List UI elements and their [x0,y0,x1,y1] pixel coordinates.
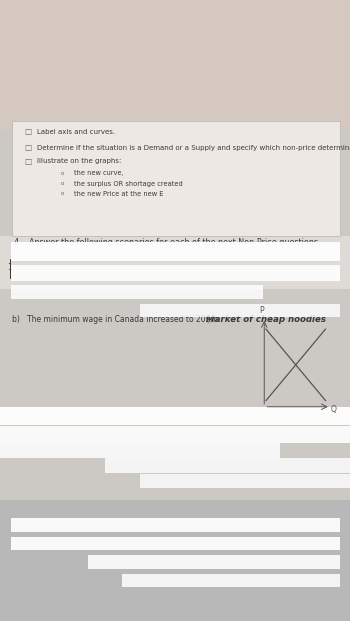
Bar [10,285,262,299]
Text: the new curve,: the new curve, [74,170,123,176]
Bar [10,242,340,261]
Text: Q: Q [330,405,336,414]
Text: o: o [61,181,65,186]
Text: b)   The minimum wage in Canada increased to 20$/h.: b) The minimum wage in Canada increased … [12,315,220,324]
Text: 4.   Answer the following scenarios for each of the next Non-Price questions: 4. Answer the following scenarios for ea… [14,238,318,247]
Bar [0,426,350,443]
Bar [105,458,350,473]
Text: Market of cheap noodles: Market of cheap noodles [206,315,326,324]
Bar [140,304,340,317]
Bar [10,518,340,532]
Bar [0,0,350,130]
Bar [122,574,340,587]
Text: 1: 1 [7,263,12,271]
Text: □: □ [24,157,31,166]
Text: P: P [259,307,264,315]
Text: o: o [61,191,65,196]
Text: the surplus OR shortage created: the surplus OR shortage created [74,181,182,187]
Bar [0,236,350,289]
Text: Determine if the situation is a Demand or a Supply and specify which non-price d: Determine if the situation is a Demand o… [37,145,350,151]
Text: Label axis and curves.: Label axis and curves. [37,129,115,135]
Text: □: □ [24,143,31,152]
Bar [0,500,350,621]
Text: the new Price at the new E: the new Price at the new E [74,191,163,197]
Bar [0,407,350,425]
Bar [10,537,340,550]
Bar [12,121,340,236]
Bar [88,555,340,569]
Text: □: □ [24,127,31,136]
Text: o: o [61,171,65,176]
Bar [0,443,280,458]
Bar [10,265,340,281]
Text: Illustrate on the graphs:: Illustrate on the graphs: [37,158,121,165]
Bar [140,474,350,488]
